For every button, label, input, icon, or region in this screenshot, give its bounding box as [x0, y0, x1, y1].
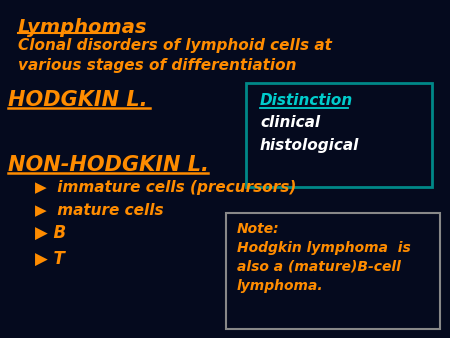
Text: lymphoma.: lymphoma.	[237, 279, 324, 293]
Text: NON-HODGKIN L.: NON-HODGKIN L.	[8, 155, 209, 175]
Text: histological: histological	[260, 138, 360, 153]
Text: Note:: Note:	[237, 222, 279, 236]
Text: ▶  mature cells: ▶ mature cells	[35, 202, 164, 217]
Text: various stages of differentiation: various stages of differentiation	[18, 58, 297, 73]
Text: also a (mature)B-cell: also a (mature)B-cell	[237, 260, 401, 274]
Text: clinical: clinical	[260, 115, 320, 130]
Text: ▶  immature cells (precursors): ▶ immature cells (precursors)	[35, 180, 297, 195]
Text: HODGKIN L.: HODGKIN L.	[8, 90, 148, 110]
Text: Clonal disorders of lymphoid cells at: Clonal disorders of lymphoid cells at	[18, 38, 332, 53]
FancyBboxPatch shape	[246, 83, 432, 187]
Text: Lymphomas: Lymphomas	[18, 18, 148, 37]
Text: ▶ T: ▶ T	[35, 250, 65, 268]
FancyBboxPatch shape	[226, 213, 440, 329]
Text: Distinction: Distinction	[260, 93, 353, 108]
Text: ▶ B: ▶ B	[35, 224, 66, 242]
Text: Hodgkin lymphoma  is: Hodgkin lymphoma is	[237, 241, 411, 255]
